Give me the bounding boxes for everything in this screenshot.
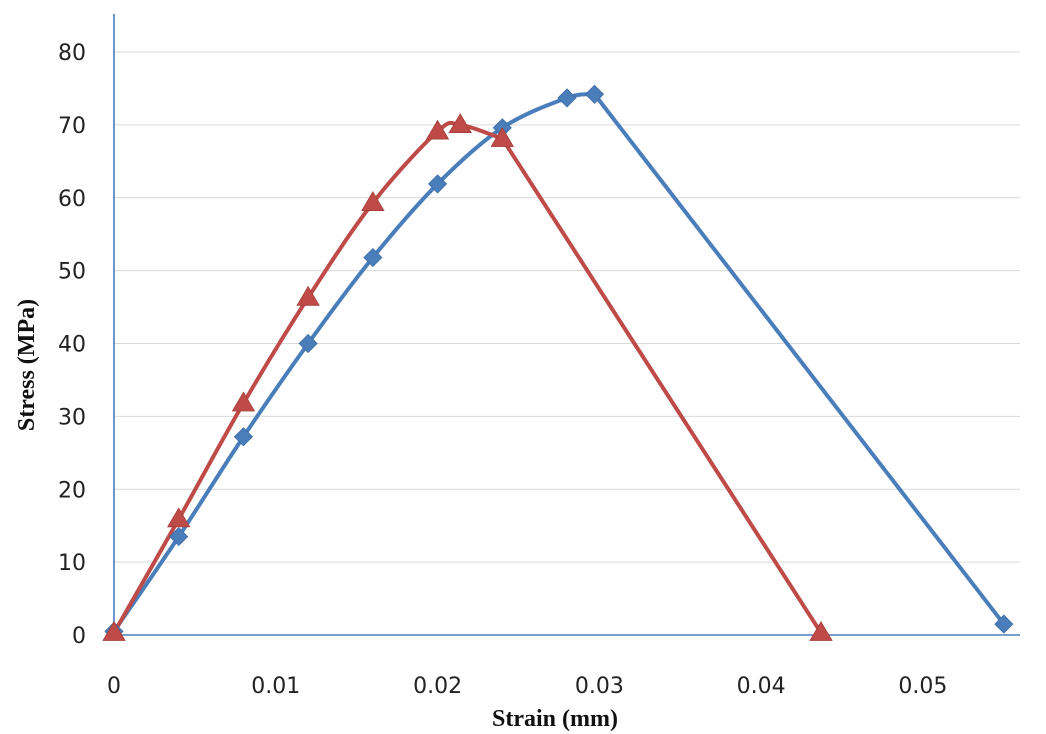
- y-tick-label-80: 80: [58, 41, 86, 66]
- series-2-point-1: [102, 621, 126, 641]
- x-tick-label-0.05: 0.05: [898, 674, 947, 699]
- series-1-point-4: [298, 333, 318, 354]
- series-2-point-9: [809, 621, 833, 641]
- series-2-line: [112, 120, 824, 635]
- y-tick-label-30: 30: [58, 405, 86, 430]
- y-axis-title: Stress (MPa): [14, 299, 40, 431]
- data-markers: [102, 84, 1014, 641]
- x-tick-label-0.02: 0.02: [413, 674, 462, 699]
- series-1-point-6: [428, 174, 448, 194]
- series-1-point-3: [233, 427, 253, 447]
- series-2-point-7: [448, 113, 472, 133]
- x-axis-title: Strain (mm): [492, 706, 618, 732]
- series-lines: [112, 92, 1006, 635]
- series-2-point-2: [167, 507, 191, 528]
- x-tick-label-0.03: 0.03: [575, 674, 624, 699]
- series-2-point-4: [296, 285, 320, 306]
- series-1-point-5: [363, 247, 383, 268]
- y-tick-label-70: 70: [58, 114, 86, 139]
- y-tick-label-60: 60: [58, 187, 86, 212]
- tick-labels: 0 10 20 30 40 50 60 70 80 0 0.01 0.02 0.03 0.04 0.05: [58, 41, 947, 699]
- x-tick-label-0.04: 0.04: [737, 674, 786, 699]
- series-2-point-3: [231, 391, 256, 412]
- series-2-point-8: [490, 126, 514, 147]
- axes: [113, 14, 1020, 636]
- series-1-point-8: [557, 88, 577, 108]
- series-1-point-2: [169, 527, 189, 547]
- series-2-point-6: [425, 119, 450, 140]
- x-tick-label-0: 0: [107, 674, 121, 699]
- y-tick-label-50: 50: [58, 260, 86, 285]
- y-tick-label-40: 40: [58, 333, 86, 358]
- series-1-line: [112, 92, 1006, 634]
- y-tick-label-20: 20: [58, 478, 86, 503]
- y-tick-label-0: 0: [72, 624, 86, 649]
- series-1-point-10: [994, 614, 1014, 634]
- series-2-point-5: [361, 191, 385, 211]
- series-1-point-9: [584, 84, 605, 104]
- x-tick-label-0.01: 0.01: [251, 674, 300, 699]
- y-tick-label-10: 10: [58, 551, 86, 576]
- grid-lines: [114, 51, 1020, 563]
